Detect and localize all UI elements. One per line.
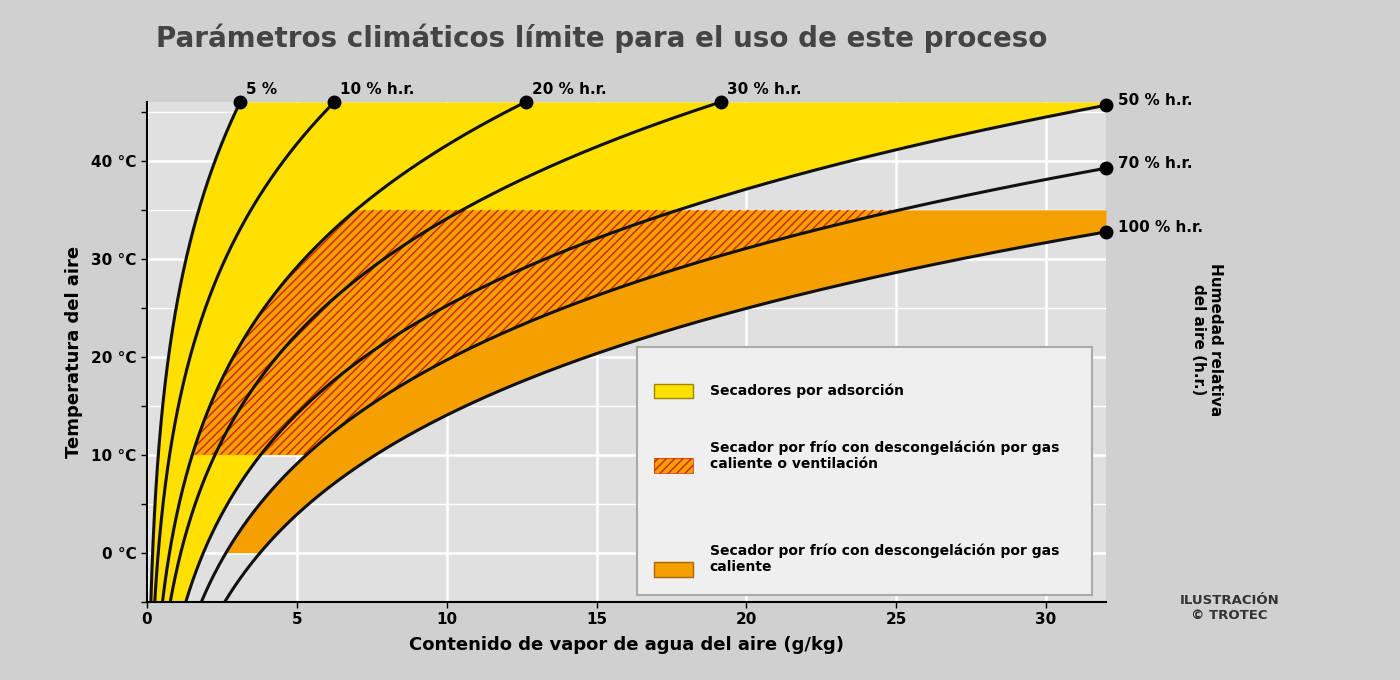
Text: Secador por frío con descongeláción por gas
caliente: Secador por frío con descongeláción por … [710, 543, 1060, 575]
Text: Secador por frío con descongeláción por gas
caliente o ventilación: Secador por frío con descongeláción por … [710, 440, 1060, 471]
Text: Parámetros climáticos límite para el uso de este proceso: Parámetros climáticos límite para el uso… [157, 24, 1047, 53]
Text: Secadores por adsorción: Secadores por adsorción [710, 384, 904, 398]
Text: 20 % h.r.: 20 % h.r. [532, 82, 606, 97]
Text: 70 % h.r.: 70 % h.r. [1119, 156, 1193, 171]
Text: 30 % h.r.: 30 % h.r. [727, 82, 801, 97]
Text: 50 % h.r.: 50 % h.r. [1119, 93, 1193, 108]
X-axis label: Contenido de vapor de agua del aire (g/kg): Contenido de vapor de agua del aire (g/k… [409, 636, 844, 653]
Text: 100 % h.r.: 100 % h.r. [1119, 220, 1203, 235]
Text: Humedad relativa
del aire (h.r.): Humedad relativa del aire (h.r.) [1190, 263, 1224, 417]
Y-axis label: Temperatura del aire: Temperatura del aire [64, 246, 83, 458]
Text: ILUSTRACIÓN
© TROTEC: ILUSTRACIÓN © TROTEC [1179, 594, 1280, 622]
Text: 10 % h.r.: 10 % h.r. [340, 82, 414, 97]
Text: 5 %: 5 % [246, 82, 277, 97]
